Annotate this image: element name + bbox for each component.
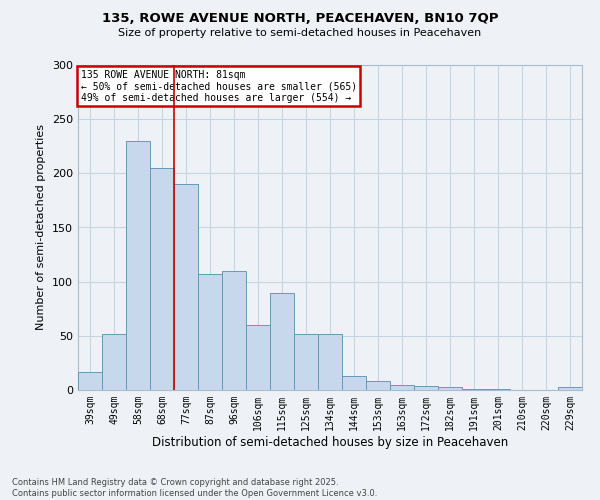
Bar xyxy=(78,372,102,390)
Bar xyxy=(342,376,366,390)
Text: Contains HM Land Registry data © Crown copyright and database right 2025.
Contai: Contains HM Land Registry data © Crown c… xyxy=(12,478,377,498)
Bar xyxy=(150,168,174,390)
Bar xyxy=(438,387,462,390)
Bar xyxy=(414,386,438,390)
Bar xyxy=(270,292,294,390)
Bar xyxy=(198,274,222,390)
Bar xyxy=(126,141,150,390)
Bar xyxy=(318,334,342,390)
Bar xyxy=(558,387,582,390)
Bar xyxy=(294,334,318,390)
Bar xyxy=(246,325,270,390)
Bar xyxy=(390,384,414,390)
Bar xyxy=(486,389,510,390)
Text: 135, ROWE AVENUE NORTH, PEACEHAVEN, BN10 7QP: 135, ROWE AVENUE NORTH, PEACEHAVEN, BN10… xyxy=(102,12,498,26)
Bar xyxy=(102,334,126,390)
Bar xyxy=(174,184,198,390)
Y-axis label: Number of semi-detached properties: Number of semi-detached properties xyxy=(37,124,46,330)
Bar xyxy=(366,382,390,390)
Text: 135 ROWE AVENUE NORTH: 81sqm
← 50% of semi-detached houses are smaller (565)
49%: 135 ROWE AVENUE NORTH: 81sqm ← 50% of se… xyxy=(80,70,356,103)
Text: Size of property relative to semi-detached houses in Peacehaven: Size of property relative to semi-detach… xyxy=(118,28,482,38)
Bar xyxy=(462,389,486,390)
Bar xyxy=(222,271,246,390)
X-axis label: Distribution of semi-detached houses by size in Peacehaven: Distribution of semi-detached houses by … xyxy=(152,436,508,448)
